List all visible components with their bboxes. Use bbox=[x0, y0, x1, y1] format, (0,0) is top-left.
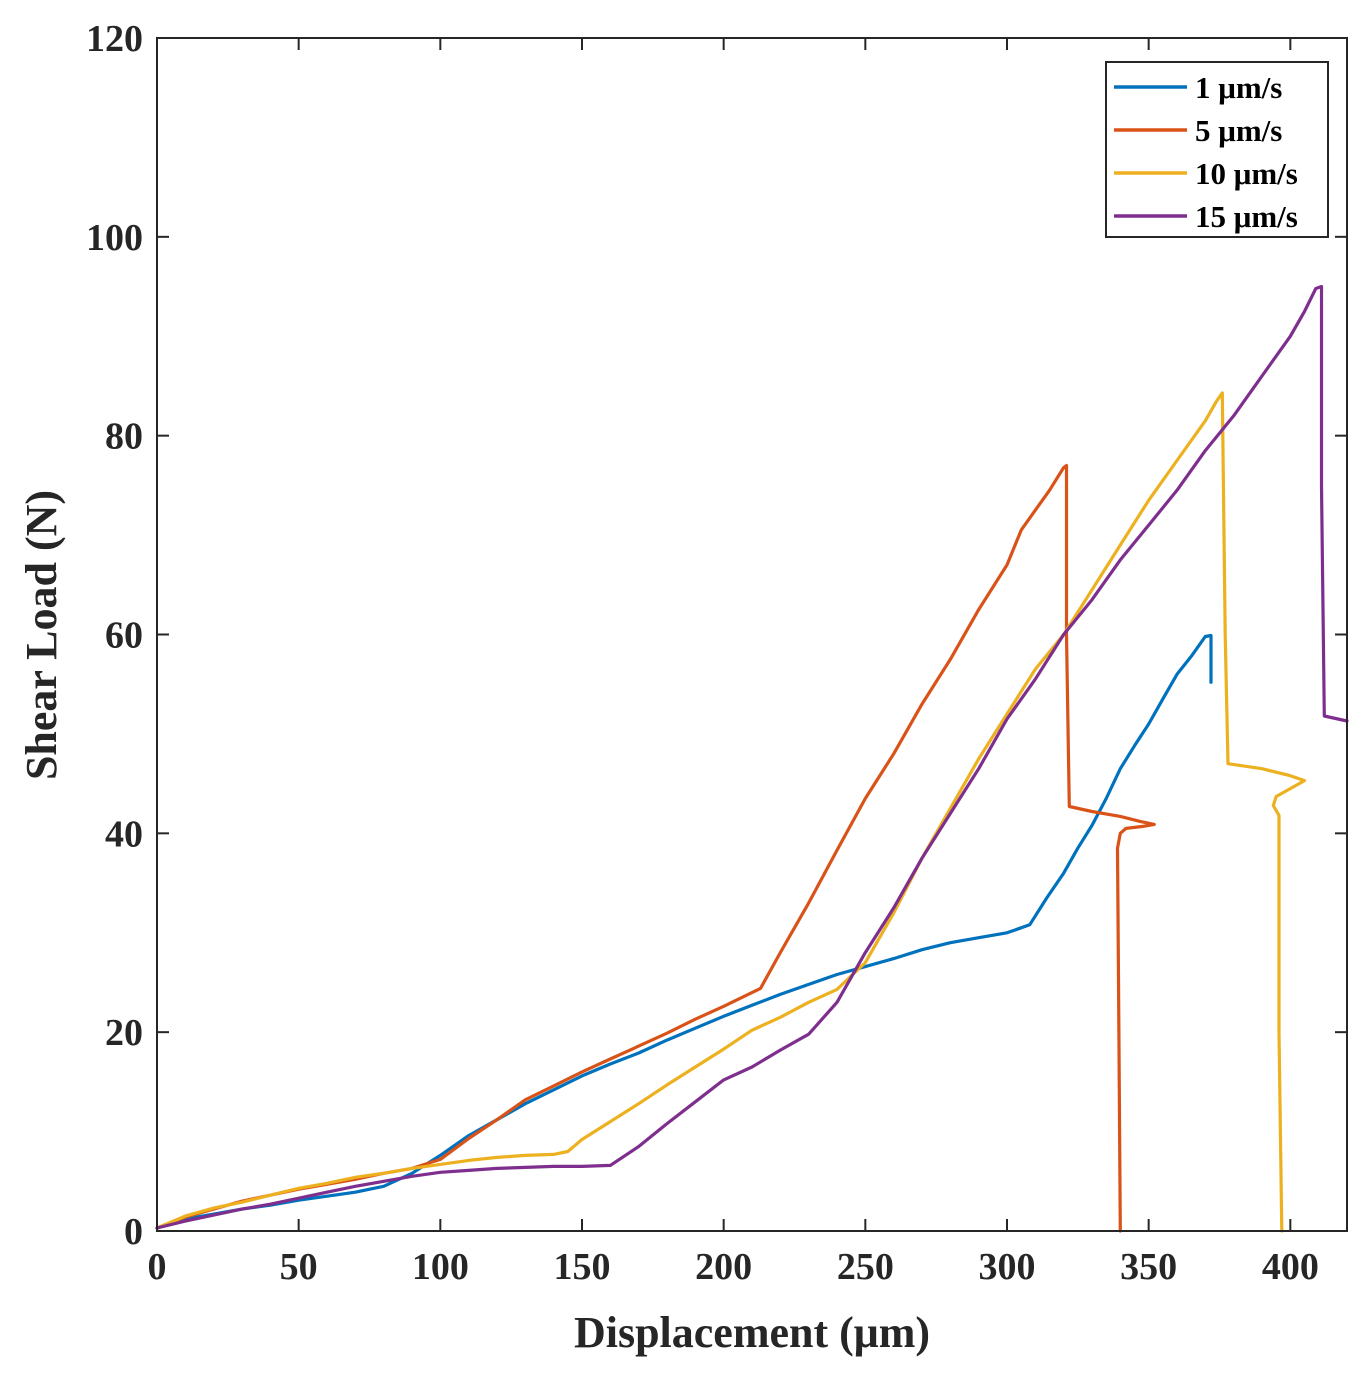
y-tick-label: 120 bbox=[86, 18, 143, 60]
legend-label-3: 10 μm/s bbox=[1195, 156, 1298, 191]
x-tick-label: 150 bbox=[554, 1246, 611, 1288]
x-tick-label: 0 bbox=[148, 1246, 167, 1288]
tick-layer: 0 50 100 150 200 250 300 350 400 0 20 40 60 80 100 120 bbox=[86, 18, 1347, 1288]
x-tick-label: 400 bbox=[1262, 1246, 1319, 1288]
x-axis-title: Displacement (μm) bbox=[574, 1308, 930, 1357]
x-tick-label: 250 bbox=[837, 1246, 894, 1288]
x-tick-label: 350 bbox=[1120, 1246, 1177, 1288]
x-tick-label: 200 bbox=[695, 1246, 752, 1288]
y-tick-label: 60 bbox=[105, 615, 143, 657]
legend-label-2: 5 μm/s bbox=[1195, 113, 1282, 148]
legend-label-4: 15 μm/s bbox=[1195, 199, 1298, 234]
series-line-4 bbox=[155, 284, 1349, 1230]
legend-box bbox=[1105, 61, 1329, 238]
series-layer bbox=[155, 284, 1349, 1233]
legend-entries: 1 μm/s 5 μm/s 10 μm/s 15 μm/s bbox=[1114, 70, 1298, 234]
x-tick-label: 50 bbox=[280, 1246, 318, 1288]
y-tick-label: 20 bbox=[105, 1012, 143, 1054]
y-tick-label: 80 bbox=[105, 416, 143, 458]
legend: 1 μm/s 5 μm/s 10 μm/s 15 μm/s bbox=[1105, 61, 1329, 238]
x-tick-label: 100 bbox=[412, 1246, 469, 1288]
legend-label-1: 1 μm/s bbox=[1195, 70, 1282, 105]
y-tick-label: 100 bbox=[86, 217, 143, 259]
series-line-1 bbox=[155, 633, 1213, 1230]
x-tick-label: 300 bbox=[979, 1246, 1036, 1288]
y-tick-label: 0 bbox=[124, 1211, 143, 1253]
y-tick-label: 40 bbox=[105, 813, 143, 855]
y-axis-title: Shear Load (N) bbox=[17, 490, 66, 780]
